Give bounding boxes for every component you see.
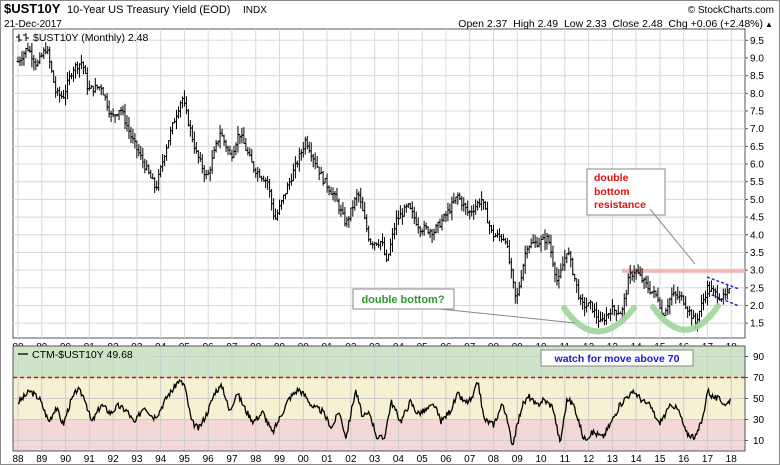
price-y-tick-label: 7.5 bbox=[750, 107, 764, 118]
symbol-name: 10-Year US Treasury Yield (EOD) bbox=[67, 4, 230, 16]
rsi-x-tick-label: 10 bbox=[535, 454, 547, 465]
watch-label: watch for move above 70 bbox=[554, 353, 680, 365]
rsi-x-tick-label: 16 bbox=[678, 454, 690, 465]
double-bottom-pointer bbox=[439, 308, 576, 324]
price-y-axis: 1.5 2.0 2.5 3.0 3.5 4.0 4.5 5.0 5.5 6.0 6.5 7.0 7.5 8… bbox=[745, 36, 764, 330]
rsi-x-tick-label: 06 bbox=[440, 454, 452, 465]
rsi-x-tick-label: 07 bbox=[464, 454, 476, 465]
rsi-legend: CTM-$UST10Y 49.68 bbox=[32, 349, 133, 361]
rsi-x-tick-label: 15 bbox=[654, 454, 666, 465]
price-y-tick-label: 8.5 bbox=[750, 71, 764, 82]
price-y-tick-label: 4.0 bbox=[750, 230, 764, 241]
price-y-tick-label: 2.0 bbox=[750, 301, 764, 312]
rsi-x-tick-label: 93 bbox=[131, 454, 143, 465]
resistance-band bbox=[621, 268, 745, 273]
price-y-tick-label: 4.5 bbox=[750, 213, 764, 224]
rsi-x-tick-label: 99 bbox=[274, 454, 286, 465]
watch-box bbox=[540, 349, 694, 367]
rsi-x-tick-label: 98 bbox=[250, 454, 262, 465]
rsi-x-tick-label: 96 bbox=[203, 454, 215, 465]
rsi-legend-bg bbox=[16, 347, 150, 360]
double-bottom-arc-left bbox=[561, 305, 637, 335]
rsi-y-tick-label: 70 bbox=[753, 373, 765, 384]
price-y-tick-label: 6.5 bbox=[750, 142, 764, 153]
rsi-x-tick-label: 02 bbox=[345, 454, 357, 465]
rsi-y-tick-label: 90 bbox=[753, 352, 765, 363]
rsi-x-tick-label: 09 bbox=[512, 454, 524, 465]
rsi-x-tick-label: 17 bbox=[702, 454, 714, 465]
price-legend-icon bbox=[16, 33, 29, 42]
resistance-box bbox=[586, 168, 666, 216]
price-bar bbox=[725, 285, 729, 300]
rsi-x-tick-label: 90 bbox=[60, 454, 72, 465]
rsi-x-tick-label: 91 bbox=[84, 454, 96, 465]
rsi-y-tick-label: 50 bbox=[753, 394, 765, 405]
rsi-zone-low bbox=[13, 419, 745, 451]
exchange-label: INDX bbox=[243, 5, 267, 16]
resistance-pointer bbox=[649, 208, 696, 265]
price-y-tick-label: 7.0 bbox=[750, 124, 764, 135]
price-y-tick-label: 9.5 bbox=[750, 36, 764, 47]
rsi-x-tick-label: 00 bbox=[298, 454, 310, 465]
rsi-x-tick-label: 13 bbox=[607, 454, 619, 465]
rsi-x-tick-label: 05 bbox=[417, 454, 429, 465]
price-y-tick-label: 5.0 bbox=[750, 195, 764, 206]
brand-label: © StockCharts.com bbox=[688, 5, 774, 16]
price-bar bbox=[727, 288, 731, 294]
rsi-x-tick-label: 08 bbox=[488, 454, 500, 465]
price-legend: $UST10Y (Monthly) 2.48 bbox=[33, 32, 149, 44]
rsi-x-tick-label: 92 bbox=[108, 454, 120, 465]
price-y-tick-label: 3.0 bbox=[750, 266, 764, 277]
resistance-label-line3: resistance bbox=[594, 199, 646, 211]
price-y-tick-label: 8.0 bbox=[750, 89, 764, 100]
rsi-panel: 10 30 50 70 90 88 89 90 91 92 93 94 95 96 97 98 99 00 01 0… bbox=[12, 345, 765, 465]
rsi-x-tick-label: 04 bbox=[393, 454, 405, 465]
price-panel: 1.5 2.0 2.5 3.0 3.5 4.0 4.5 5.0 5.5 6.0 6.5 7.0 7.5 8… bbox=[12, 28, 764, 353]
rsi-x-tick-label: 97 bbox=[226, 454, 238, 465]
rsi-x-tick-label: 95 bbox=[179, 454, 191, 465]
price-y-tick-label: 5.5 bbox=[750, 177, 764, 188]
price-y-tick-label: 1.5 bbox=[750, 319, 764, 330]
rsi-y-tick-label: 30 bbox=[753, 415, 765, 426]
resistance-label-line1: double bbox=[594, 172, 629, 184]
double-bottom-arc-right bbox=[650, 303, 721, 333]
price-y-tick-label: 3.5 bbox=[750, 248, 764, 259]
rsi-x-tick-label: 18 bbox=[726, 454, 738, 465]
price-y-tick-label: 9.0 bbox=[750, 53, 764, 64]
ohlc-readout: Open 2.37 High 2.49 Low 2.33 Close 2.48 … bbox=[458, 18, 763, 30]
double-bottom-label: double bottom? bbox=[361, 294, 444, 306]
price-y-tick-label: 2.5 bbox=[750, 283, 764, 294]
resistance-label-line2: bottom bbox=[594, 186, 630, 198]
channel-upper-line bbox=[706, 276, 740, 290]
rsi-x-tick-label: 01 bbox=[322, 454, 334, 465]
rsi-grid bbox=[13, 346, 745, 451]
rsi-x-tick-label: 14 bbox=[631, 454, 643, 465]
rsi-line bbox=[17, 378, 731, 446]
price-bars bbox=[16, 42, 731, 332]
rsi-x-tick-label: 88 bbox=[12, 454, 24, 465]
rsi-y-tick-label: 10 bbox=[753, 436, 765, 447]
rsi-x-tick-label: 12 bbox=[583, 454, 595, 465]
rsi-x-tick-label: 94 bbox=[155, 454, 167, 465]
rsi-y-axis: 10 30 50 70 90 bbox=[745, 352, 765, 447]
chg-up-arrow-icon: ▲ bbox=[765, 20, 773, 29]
channel-lower-line bbox=[706, 292, 740, 307]
rsi-x-tick-label: 03 bbox=[369, 454, 381, 465]
symbol-title: $UST10Y bbox=[4, 1, 61, 16]
header-date: 21-Dec-2017 bbox=[4, 19, 62, 30]
price-y-tick-label: 6.0 bbox=[750, 160, 764, 171]
rsi-x-tick-label: 89 bbox=[36, 454, 48, 465]
rsi-x-tick-label: 11 bbox=[560, 454, 571, 465]
double-bottom-box bbox=[352, 288, 455, 310]
rsi-x-axis: 88 89 90 91 92 93 94 95 96 97 98 99 00 01 02 03 04 05 06 07… bbox=[12, 454, 737, 465]
